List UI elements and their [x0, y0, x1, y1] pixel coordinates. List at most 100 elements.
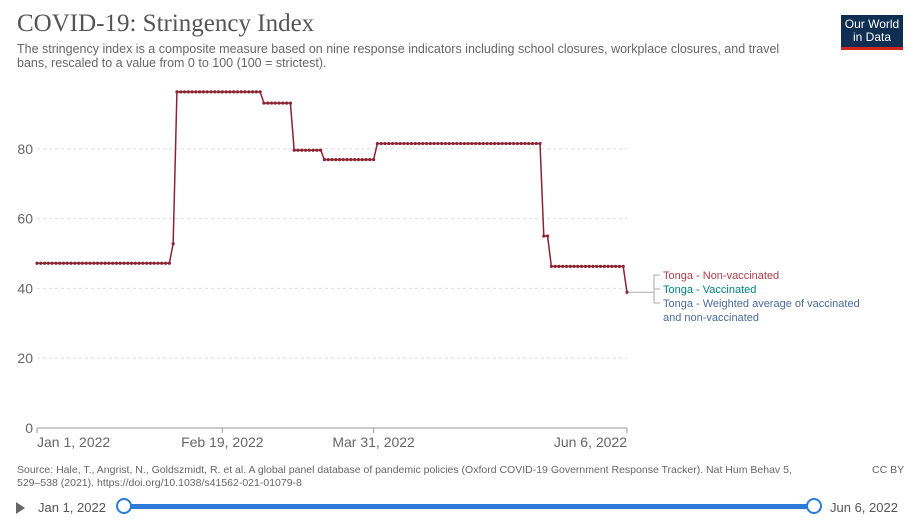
- data-point: [500, 141, 504, 146]
- data-point: [530, 141, 535, 146]
- data-point: [58, 261, 62, 265]
- data-point: [288, 101, 292, 105]
- data-point: [602, 264, 606, 269]
- data-point: [92, 261, 96, 265]
- data-point: [232, 90, 236, 94]
- legend-item-label[interactable]: Tonga - Non-vaccinated: [663, 270, 779, 282]
- x-tick-label: Jun 6, 2022: [554, 434, 627, 450]
- legend-item-label[interactable]: Tonga - Vaccinated: [663, 284, 756, 296]
- data-point: [542, 234, 546, 238]
- data-point: [95, 261, 100, 265]
- x-tick-label: Jan 1, 2022: [37, 434, 110, 450]
- data-point: [496, 141, 501, 146]
- data-point: [440, 141, 444, 146]
- data-point: [557, 264, 561, 269]
- data-point: [349, 158, 353, 162]
- data-point: [553, 264, 557, 269]
- data-point: [341, 158, 345, 162]
- timeline-end-label: Jun 6, 2022: [830, 500, 898, 515]
- timeline-track[interactable]: [124, 504, 814, 509]
- data-point: [228, 90, 232, 94]
- data-point: [470, 141, 474, 146]
- data-point: [413, 141, 417, 146]
- data-point: [443, 141, 448, 146]
- timeline-start-label: Jan 1, 2022: [38, 500, 106, 515]
- legend[interactable]: Tonga - Non-vaccinated Tonga - Vaccinated…: [629, 270, 860, 324]
- data-point: [209, 90, 213, 94]
- data-point: [258, 90, 262, 94]
- timeline-end-handle[interactable]: [806, 498, 822, 514]
- data-point: [432, 141, 436, 146]
- data-point: [568, 264, 572, 269]
- series-lines: [35, 90, 629, 294]
- data-point: [111, 261, 115, 265]
- data-point: [545, 234, 550, 238]
- play-icon[interactable]: [16, 502, 25, 514]
- data-point: [322, 158, 327, 162]
- data-point: [54, 261, 58, 265]
- data-point: [262, 101, 266, 105]
- data-point: [167, 261, 171, 265]
- data-point: [409, 141, 414, 146]
- data-point: [198, 90, 202, 94]
- data-point: [489, 141, 493, 146]
- data-point: [148, 261, 153, 265]
- data-point: [205, 90, 209, 94]
- data-point: [254, 90, 258, 94]
- data-point: [538, 141, 542, 146]
- data-point: [213, 90, 217, 94]
- data-point: [129, 261, 134, 265]
- data-point: [126, 261, 130, 265]
- data-point: [337, 158, 342, 162]
- data-point: [474, 141, 478, 146]
- data-point: [610, 264, 614, 269]
- x-tick-label: Feb 19, 2022: [181, 434, 264, 450]
- data-point: [511, 141, 516, 146]
- data-point: [383, 141, 387, 146]
- data-point: [175, 90, 179, 94]
- data-point: [625, 290, 629, 294]
- source-note: Source: Hale, T., Angrist, N., Goldszmid…: [17, 464, 792, 489]
- data-point: [73, 261, 77, 265]
- data-point: [572, 264, 576, 269]
- data-point: [311, 148, 315, 152]
- data-point: [186, 90, 190, 94]
- timeline-start-handle[interactable]: [116, 498, 132, 514]
- data-point: [80, 261, 84, 265]
- data-point: [141, 261, 145, 265]
- owid-logo[interactable]: Our World in Data: [841, 15, 903, 50]
- data-point: [330, 158, 334, 162]
- x-axis: Jan 1, 2022 Feb 19, 2022 Mar 31, 2022 Jun 6…: [36, 428, 628, 450]
- timeline-control[interactable]: Jan 1, 2022 Jun 6, 2022: [0, 497, 921, 519]
- data-point: [424, 141, 429, 146]
- data-point: [515, 141, 519, 146]
- data-point: [523, 141, 527, 146]
- data-point: [285, 101, 289, 105]
- data-point: [561, 264, 565, 269]
- data-point: [273, 101, 277, 105]
- data-point: [368, 158, 372, 162]
- data-point: [239, 90, 243, 94]
- y-tick-label: 0: [25, 420, 33, 436]
- data-point: [46, 261, 50, 265]
- legend-item-label[interactable]: Tonga - Weighted average of vaccinated an…: [663, 298, 860, 324]
- data-point: [458, 141, 463, 146]
- data-point: [201, 90, 206, 94]
- data-point: [375, 141, 379, 146]
- data-point: [107, 261, 111, 265]
- data-point: [345, 158, 349, 162]
- data-point: [519, 141, 523, 146]
- data-point: [137, 261, 141, 265]
- data-point: [372, 158, 376, 162]
- data-point: [421, 141, 425, 146]
- data-point: [42, 261, 47, 265]
- data-point: [621, 264, 625, 269]
- data-point: [466, 141, 470, 146]
- license-link[interactable]: CC BY: [872, 464, 905, 476]
- data-point: [35, 261, 39, 265]
- data-point: [277, 101, 281, 105]
- data-point: [360, 158, 364, 162]
- data-point: [356, 158, 361, 162]
- data-point: [114, 261, 119, 265]
- data-point: [235, 90, 240, 94]
